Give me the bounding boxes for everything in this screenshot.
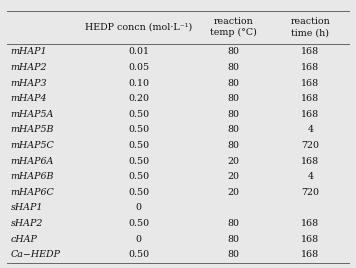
Text: 80: 80 [227, 141, 240, 150]
Text: 720: 720 [302, 188, 319, 197]
Text: 168: 168 [302, 47, 319, 56]
Text: 0.50: 0.50 [128, 125, 149, 134]
Text: 0.20: 0.20 [128, 94, 149, 103]
Text: mHAP6A: mHAP6A [11, 157, 54, 166]
Text: cHAP: cHAP [11, 235, 37, 244]
Text: 0.50: 0.50 [128, 188, 149, 197]
Text: Ca−HEDP: Ca−HEDP [11, 250, 61, 259]
Text: 168: 168 [302, 63, 319, 72]
Text: mHAP5C: mHAP5C [11, 141, 54, 150]
Text: reaction
temp (°C): reaction temp (°C) [210, 17, 257, 37]
Text: 4: 4 [308, 125, 313, 134]
Text: 168: 168 [302, 110, 319, 119]
Text: 0.50: 0.50 [128, 157, 149, 166]
Text: 80: 80 [227, 94, 240, 103]
Text: 168: 168 [302, 157, 319, 166]
Text: reaction
time (h): reaction time (h) [290, 17, 330, 37]
Text: 80: 80 [227, 250, 240, 259]
Text: mHAP3: mHAP3 [11, 79, 47, 88]
Text: 0.50: 0.50 [128, 219, 149, 228]
Text: 0.50: 0.50 [128, 141, 149, 150]
Text: 4: 4 [308, 172, 313, 181]
Text: 0: 0 [136, 203, 142, 213]
Text: 0.50: 0.50 [128, 110, 149, 119]
Text: 80: 80 [227, 63, 240, 72]
Text: mHAP2: mHAP2 [11, 63, 47, 72]
Text: 20: 20 [227, 172, 240, 181]
Text: 80: 80 [227, 110, 240, 119]
Text: 0.50: 0.50 [128, 250, 149, 259]
Text: mHAP6C: mHAP6C [11, 188, 54, 197]
Text: sHAP1: sHAP1 [11, 203, 43, 213]
Text: 0: 0 [136, 235, 142, 244]
Text: HEDP concn (mol·L⁻¹): HEDP concn (mol·L⁻¹) [85, 23, 192, 32]
Text: 80: 80 [227, 219, 240, 228]
Text: 80: 80 [227, 125, 240, 134]
Text: 80: 80 [227, 79, 240, 88]
Text: 168: 168 [302, 219, 319, 228]
Text: mHAP5A: mHAP5A [11, 110, 54, 119]
Text: 168: 168 [302, 235, 319, 244]
Text: 168: 168 [302, 79, 319, 88]
Text: sHAP2: sHAP2 [11, 219, 43, 228]
Text: 168: 168 [302, 250, 319, 259]
Text: mHAP6B: mHAP6B [11, 172, 54, 181]
Text: 20: 20 [227, 188, 240, 197]
Text: 20: 20 [227, 157, 240, 166]
Text: mHAP1: mHAP1 [11, 47, 47, 56]
Text: mHAP4: mHAP4 [11, 94, 47, 103]
Text: 0.05: 0.05 [128, 63, 149, 72]
Text: 0.50: 0.50 [128, 172, 149, 181]
Text: 80: 80 [227, 47, 240, 56]
Text: 80: 80 [227, 235, 240, 244]
Text: mHAP5B: mHAP5B [11, 125, 54, 134]
Text: 0.01: 0.01 [128, 47, 149, 56]
Text: 720: 720 [302, 141, 319, 150]
Text: 0.10: 0.10 [128, 79, 149, 88]
Text: 168: 168 [302, 94, 319, 103]
